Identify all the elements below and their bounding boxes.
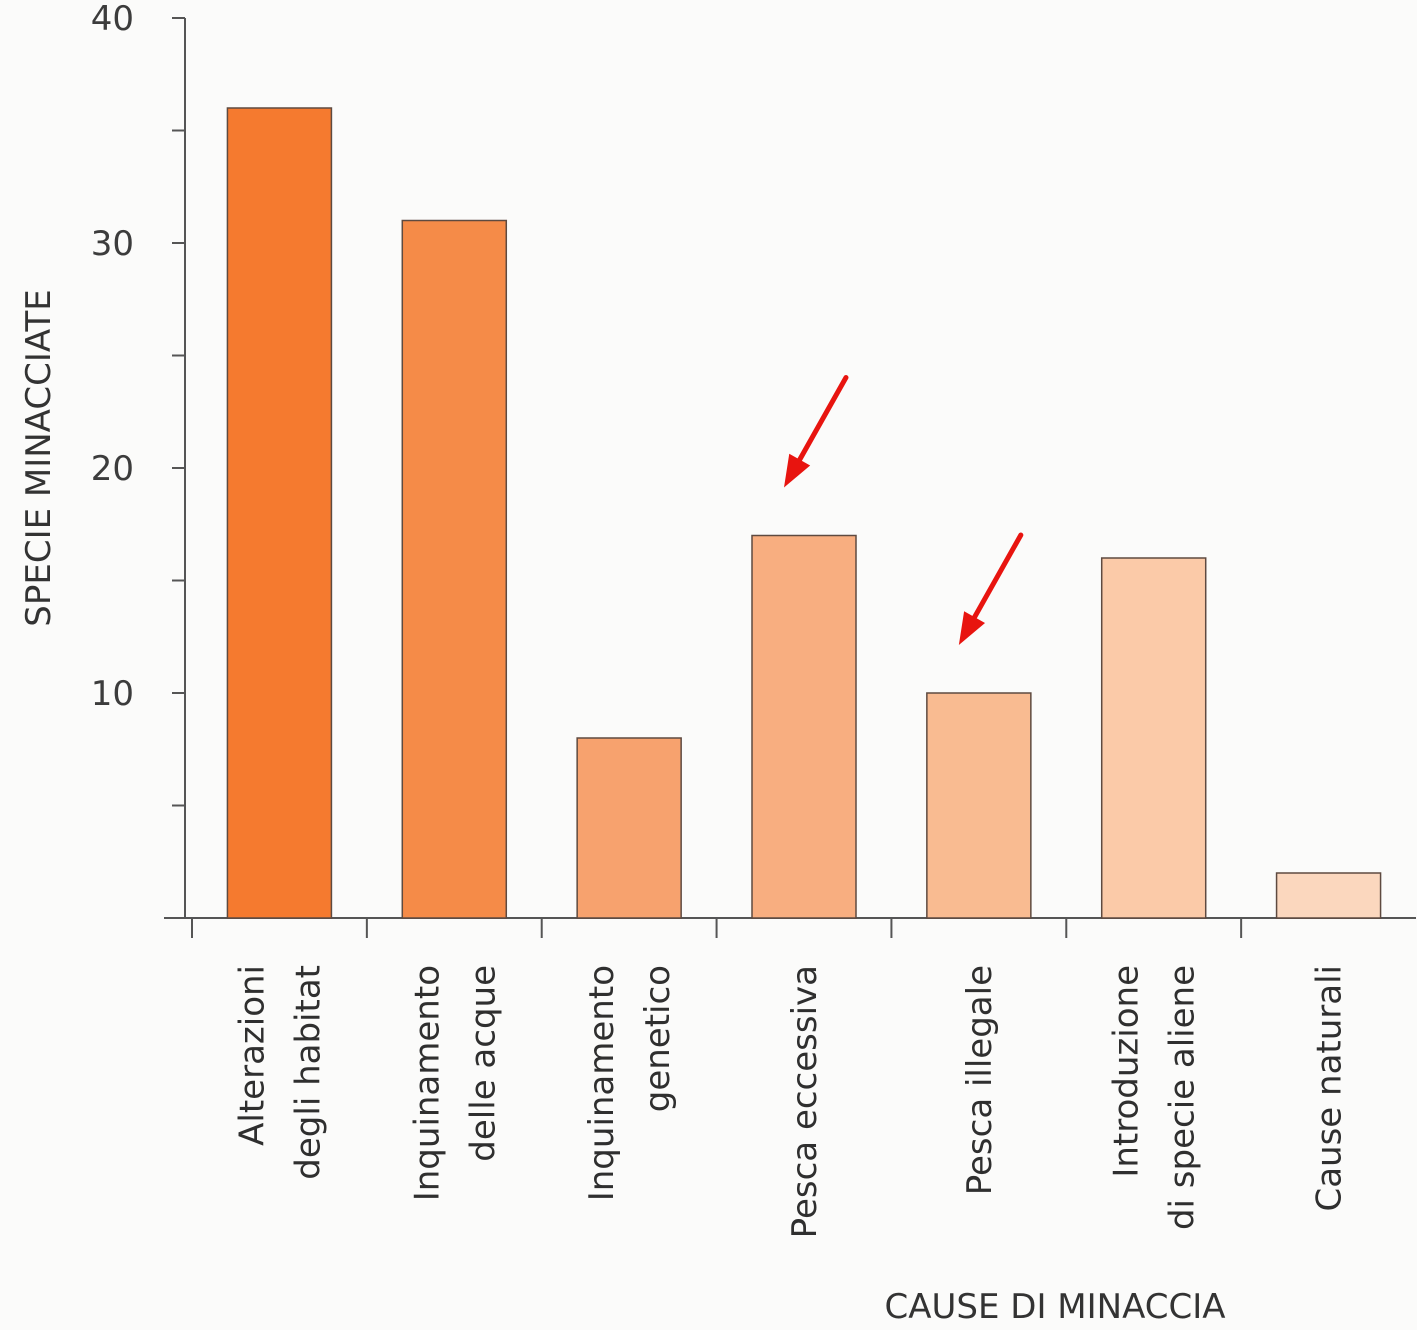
red-arrow-icon [784, 375, 849, 488]
y-tick-label: 20 [91, 449, 134, 489]
x-category-label: Inquinamento delle acque [407, 965, 503, 1201]
x-category-label: Cause naturali [1310, 965, 1350, 1212]
x-category-label: Inquinamento genetico [582, 965, 678, 1201]
x-tick-label: Inquinamento [407, 965, 447, 1201]
x-category-label: Introduzione di specie aliene [1107, 965, 1203, 1230]
x-tick-label: Inquinamento [582, 965, 622, 1201]
x-category-label: Pesca illegale [960, 965, 1000, 1195]
axes-layer: 10 20 30 40 [91, 0, 1416, 938]
arrows-layer [784, 375, 1024, 645]
y-axis-title: SPECIE MINACCIATE [19, 289, 59, 626]
bar [926, 692, 1032, 919]
x-tick-label: Cause naturali [1310, 965, 1350, 1212]
x-tick-label: delle acque [463, 965, 503, 1162]
y-tick-label: 30 [91, 224, 134, 264]
x-tick-label: Pesca illegale [960, 965, 1000, 1195]
y-tick-label: 40 [91, 0, 134, 39]
x-tick-label: Introduzione [1107, 965, 1147, 1178]
bar [226, 107, 333, 919]
labels-layer: Alterazioni degli habitat Inquinamento dell… [232, 965, 1349, 1238]
x-tick-label: Pesca eccessiva [785, 965, 825, 1238]
bar [576, 737, 682, 919]
x-axis-title: CAUSE DI MINACCIA [885, 1287, 1226, 1327]
red-arrow-icon [958, 532, 1024, 645]
bar [1100, 557, 1207, 919]
x-tick-label: Alterazioni [232, 965, 272, 1146]
bar [401, 219, 508, 919]
bars-layer [226, 107, 1382, 919]
bar [1275, 872, 1382, 919]
bar [751, 534, 857, 919]
x-category-label: Alterazioni degli habitat [232, 965, 328, 1180]
x-tick-label: degli habitat [288, 965, 328, 1180]
y-tick-label: 10 [91, 674, 134, 714]
x-tick-label: di specie aliene [1163, 965, 1203, 1230]
x-category-label: Pesca eccessiva [785, 965, 825, 1238]
x-tick-label: genetico [638, 965, 678, 1112]
